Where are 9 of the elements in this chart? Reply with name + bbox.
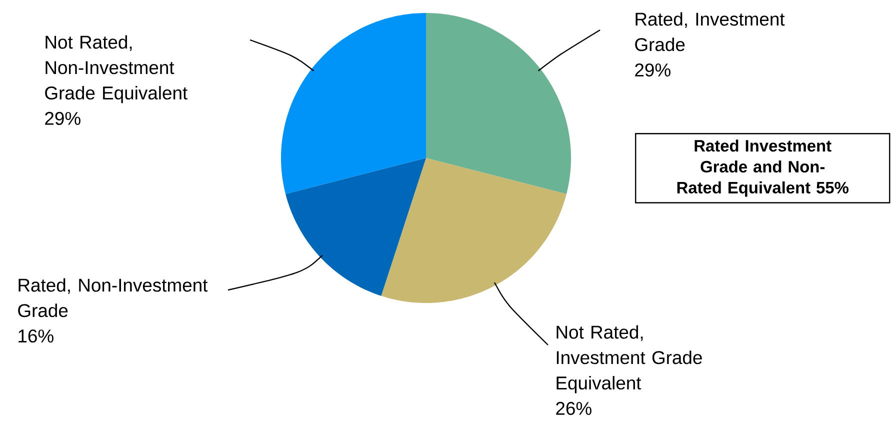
data-label: 26% [556,402,592,415]
text: Rated Investment Grade and Non-Rated Equivalent 55% [677,140,848,197]
data-label: 29% [635,63,670,77]
slice-label: Rated, Non-Investment Grade [18,278,208,318]
slice-label: Not Rated, Investment Grade Equivalent [556,325,702,394]
data-label: 16% [18,329,54,343]
data-label: 29% [45,112,80,125]
slice-label: Not Rated, Non-Investment Grade Equivalent [45,35,188,104]
slice-label: Rated, Investment Grade [635,12,785,52]
